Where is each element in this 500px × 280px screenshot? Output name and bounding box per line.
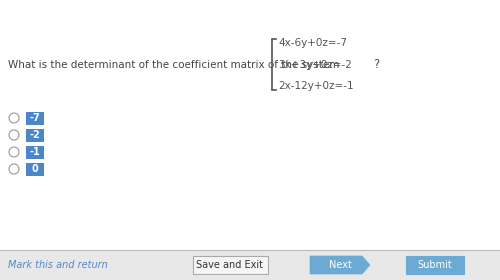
FancyBboxPatch shape [0, 250, 500, 280]
Text: -1: -1 [30, 147, 40, 157]
FancyBboxPatch shape [26, 162, 44, 176]
FancyBboxPatch shape [26, 111, 44, 125]
Text: 0: 0 [32, 164, 38, 174]
Polygon shape [310, 256, 370, 274]
Text: 3x+3y+0z=-2: 3x+3y+0z=-2 [278, 60, 352, 70]
FancyBboxPatch shape [26, 146, 44, 158]
Circle shape [9, 130, 19, 140]
Circle shape [9, 164, 19, 174]
Text: 2x-12y+0z=-1: 2x-12y+0z=-1 [278, 81, 353, 91]
Circle shape [9, 113, 19, 123]
Text: What is the determinant of the coefficient matrix of the system: What is the determinant of the coefficie… [8, 60, 340, 70]
Text: Next: Next [328, 260, 351, 270]
Text: ?: ? [373, 59, 380, 71]
Text: 4x-6y+0z=-7: 4x-6y+0z=-7 [278, 38, 347, 48]
FancyBboxPatch shape [406, 256, 464, 274]
Text: -2: -2 [30, 130, 40, 140]
FancyBboxPatch shape [192, 256, 268, 274]
Text: Submit: Submit [418, 260, 452, 270]
FancyBboxPatch shape [26, 129, 44, 141]
Text: Save and Exit: Save and Exit [196, 260, 264, 270]
Circle shape [9, 147, 19, 157]
Text: -7: -7 [30, 113, 40, 123]
Text: Mark this and return: Mark this and return [8, 260, 108, 270]
